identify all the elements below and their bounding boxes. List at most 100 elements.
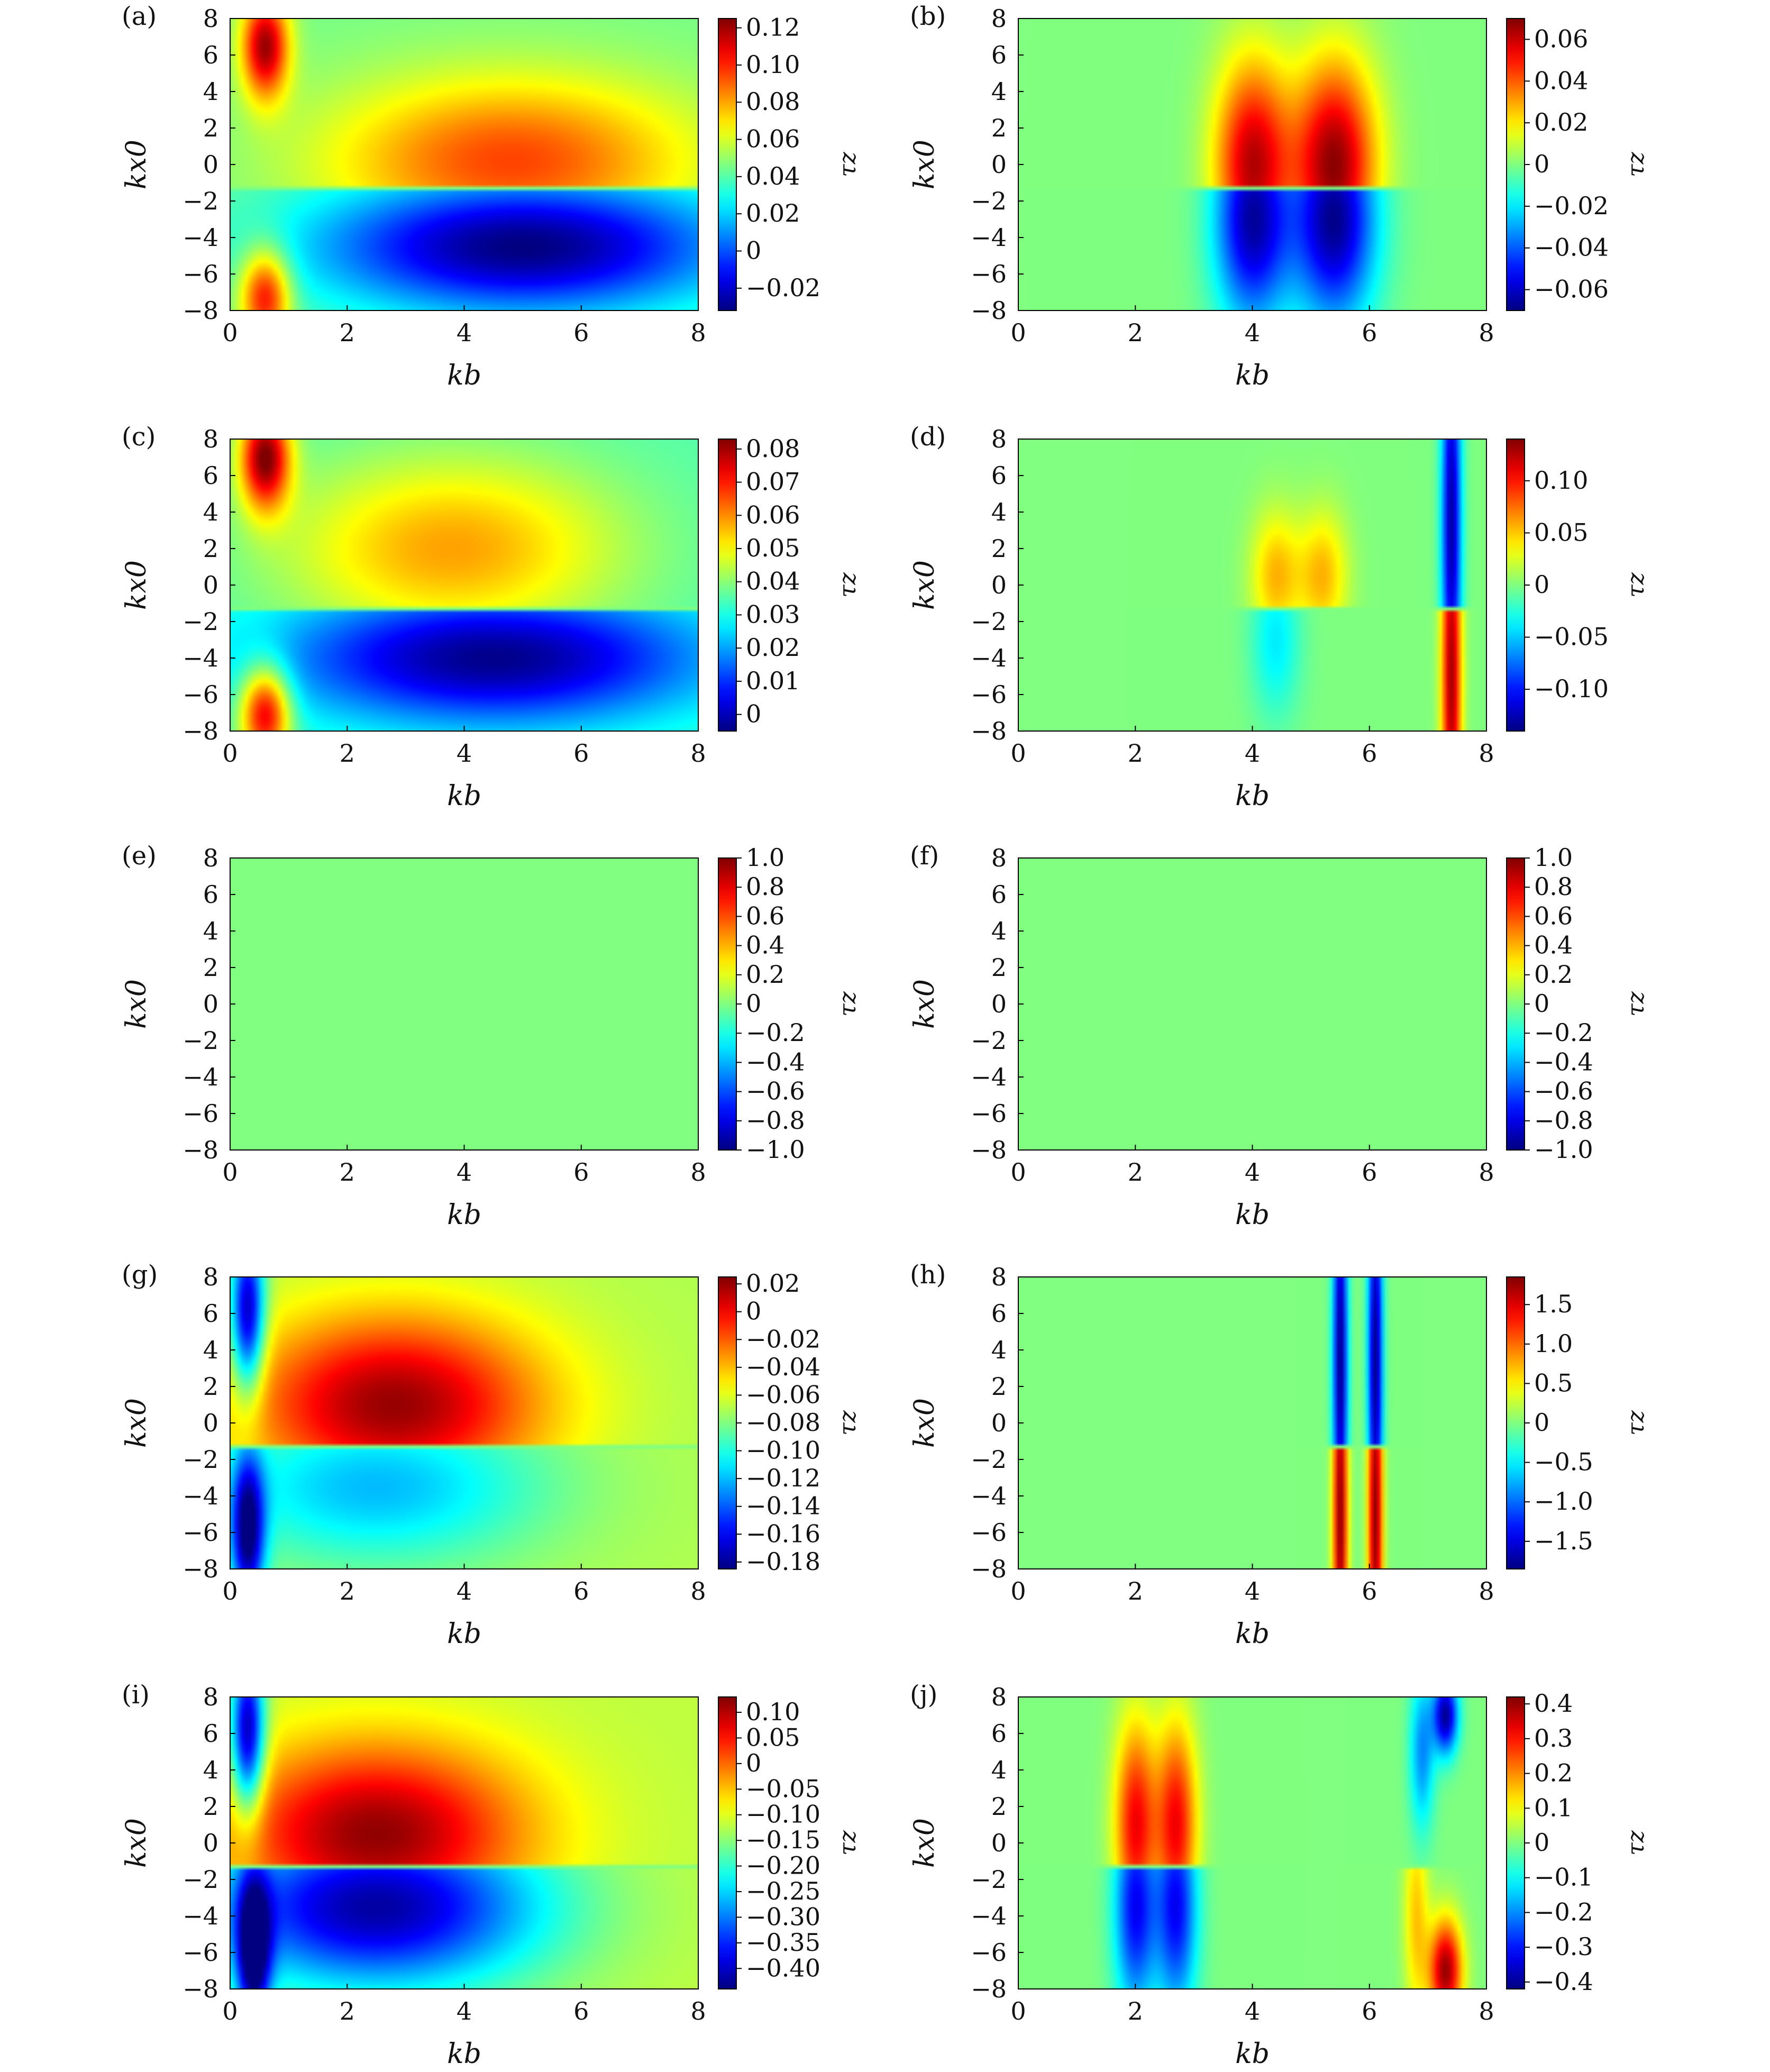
colorbar-tick-label: 0.4 bbox=[746, 931, 784, 960]
x-axis-label: kb bbox=[447, 360, 481, 391]
x-tick-label: 0 bbox=[222, 1997, 238, 2025]
colorbar-tick-label: −0.18 bbox=[746, 1547, 820, 1576]
panel-label: (g) bbox=[122, 1260, 158, 1290]
colorbar-tick-label: −1.0 bbox=[746, 1135, 805, 1164]
colorbar-label: τz bbox=[1622, 572, 1649, 597]
colorbar-label: τz bbox=[834, 1830, 861, 1855]
colorbar bbox=[1506, 857, 1525, 1151]
panel-i: (i) 0 2 4 6 8 −8 −6 −4 −2 0 2 4 6 8 kb kx0 −0.40−0.35−0.3… bbox=[121, 1680, 861, 2070]
colorbar-tick-label: 0.8 bbox=[1534, 872, 1573, 901]
y-tick-label: 0 bbox=[991, 150, 1007, 179]
x-axis-label: kb bbox=[447, 1618, 481, 1650]
y-tick-label: −4 bbox=[183, 644, 218, 672]
colorbar-tick-label: −0.1 bbox=[1534, 1863, 1593, 1892]
colorbar-tick-label: 0.4 bbox=[1534, 1689, 1573, 1718]
panel-label: (f) bbox=[910, 841, 939, 871]
panel-j: (j) 0 2 4 6 8 −8 −6 −4 −2 0 2 4 6 8 kb kx0 −0.4 −0.3 −0.2 −0… bbox=[909, 1680, 1649, 2070]
y-axis-label: kx0 bbox=[909, 1398, 941, 1448]
x-tick-label: 0 bbox=[222, 318, 238, 347]
y-tick-label: 0 bbox=[991, 1829, 1007, 1857]
y-axis-label: kx0 bbox=[121, 1398, 152, 1448]
colorbar-tick-label: 0.04 bbox=[1534, 66, 1588, 95]
y-tick-label: 4 bbox=[991, 1756, 1007, 1784]
y-tick-label: 2 bbox=[203, 534, 218, 563]
y-axis-label: kx0 bbox=[909, 140, 941, 189]
y-tick-label: 4 bbox=[991, 917, 1007, 945]
colorbar bbox=[1506, 1276, 1525, 1569]
colorbar-label: τz bbox=[834, 991, 861, 1016]
panel-b: (b) 0 2 4 6 8 −8 −6 −4 −2 0 2 4 6 8 kb kx0 −0.06 −0.04 −0.0… bbox=[909, 2, 1649, 391]
x-tick-label: 6 bbox=[1362, 739, 1377, 768]
y-tick-label: −8 bbox=[971, 1136, 1007, 1164]
y-tick-label: −2 bbox=[183, 607, 218, 636]
x-tick-label: 2 bbox=[1128, 1997, 1143, 2025]
colorbar-tick-label: −0.20 bbox=[746, 1851, 820, 1880]
colorbar-tick-label: −0.04 bbox=[1534, 233, 1609, 262]
y-tick-label: 2 bbox=[991, 953, 1007, 982]
y-tick-label: −4 bbox=[183, 223, 218, 252]
x-tick-label: 6 bbox=[573, 318, 589, 347]
colorbar-tick-label: −0.02 bbox=[746, 1325, 820, 1353]
y-tick-label: 8 bbox=[991, 4, 1007, 33]
y-tick-label: −6 bbox=[971, 1938, 1007, 1967]
colorbar-tick-label: 0.12 bbox=[746, 13, 800, 42]
x-tick-label: 0 bbox=[1010, 739, 1026, 768]
x-axis-label: kb bbox=[447, 780, 481, 812]
x-tick-label: 8 bbox=[690, 1997, 706, 2025]
y-tick-label: −4 bbox=[183, 1063, 218, 1091]
colorbar-tick-label: −0.6 bbox=[1534, 1077, 1593, 1106]
x-tick-label: 4 bbox=[1245, 1158, 1260, 1186]
y-tick-label: −6 bbox=[971, 1099, 1007, 1128]
x-tick-label: 2 bbox=[340, 1158, 355, 1186]
y-tick-label: 2 bbox=[991, 1792, 1007, 1821]
y-tick-label: −8 bbox=[183, 1975, 218, 2003]
y-tick-label: −6 bbox=[183, 260, 218, 288]
colorbar-tick-label: 0.6 bbox=[746, 901, 784, 930]
colorbar-tick-label: 0.2 bbox=[746, 960, 784, 989]
y-tick-label: −4 bbox=[971, 1482, 1007, 1510]
colorbar-tick-label: 0.5 bbox=[1534, 1368, 1573, 1397]
x-axis-label: kb bbox=[1235, 2038, 1270, 2070]
y-tick-label: 0 bbox=[203, 990, 218, 1018]
y-tick-label: 4 bbox=[203, 1336, 218, 1364]
colorbar-tick-label: 0.02 bbox=[746, 633, 800, 662]
colorbar-tick-label: −0.35 bbox=[746, 1928, 820, 1957]
x-tick-label: 2 bbox=[340, 739, 355, 768]
x-tick-label: 8 bbox=[1479, 1577, 1494, 1605]
y-axis-label: kx0 bbox=[121, 979, 152, 1029]
heatmap-image bbox=[230, 1697, 698, 1989]
y-tick-label: −2 bbox=[971, 607, 1007, 636]
y-tick-label: 2 bbox=[991, 114, 1007, 142]
colorbar-tick-label: 0.01 bbox=[746, 667, 800, 695]
heatmap-image bbox=[1018, 19, 1486, 311]
x-axis-label: kb bbox=[447, 1199, 481, 1231]
y-tick-label: −8 bbox=[183, 1555, 218, 1583]
colorbar-tick-label: −0.10 bbox=[746, 1800, 820, 1829]
colorbar bbox=[718, 857, 737, 1151]
x-tick-label: 4 bbox=[457, 1158, 472, 1186]
y-tick-label: 8 bbox=[203, 844, 218, 872]
colorbar-tick-label: 0.02 bbox=[746, 199, 800, 227]
panel-label: (j) bbox=[910, 1680, 937, 1710]
y-tick-label: 8 bbox=[991, 425, 1007, 453]
y-tick-label: −8 bbox=[971, 1555, 1007, 1583]
y-tick-label: 8 bbox=[203, 425, 218, 453]
x-tick-label: 8 bbox=[690, 318, 706, 347]
x-tick-label: 2 bbox=[1128, 1577, 1143, 1605]
colorbar-tick-label: 0.10 bbox=[746, 50, 800, 79]
colorbar-tick-label: 0.05 bbox=[746, 1723, 800, 1751]
y-tick-label: 8 bbox=[203, 1683, 218, 1711]
y-tick-label: −2 bbox=[183, 1026, 218, 1055]
heatmap-image bbox=[230, 19, 698, 311]
y-tick-label: −4 bbox=[971, 644, 1007, 672]
panel-g: (g)0 2 4 6 8−8−6−4−202468kbkx0−0.18−0.16−0.1… bbox=[121, 1260, 861, 1650]
y-tick-label: 2 bbox=[991, 534, 1007, 563]
colorbar-tick-label: 0.08 bbox=[746, 434, 800, 463]
colorbar-tick-label: −0.16 bbox=[746, 1519, 820, 1548]
panel-a: (a) 0 2 4 6 8 −8 −6 −4 −2 0 2 4 6 8 kb kx0 −0.02 0 0.02 0.04… bbox=[121, 2, 861, 391]
x-tick-label: 4 bbox=[457, 1577, 472, 1605]
y-axis-label: kx0 bbox=[121, 1818, 152, 1868]
colorbar-tick-label: 0.05 bbox=[746, 534, 800, 562]
x-tick-label: 6 bbox=[1362, 1997, 1377, 2025]
y-tick-label: 0 bbox=[991, 1409, 1007, 1437]
